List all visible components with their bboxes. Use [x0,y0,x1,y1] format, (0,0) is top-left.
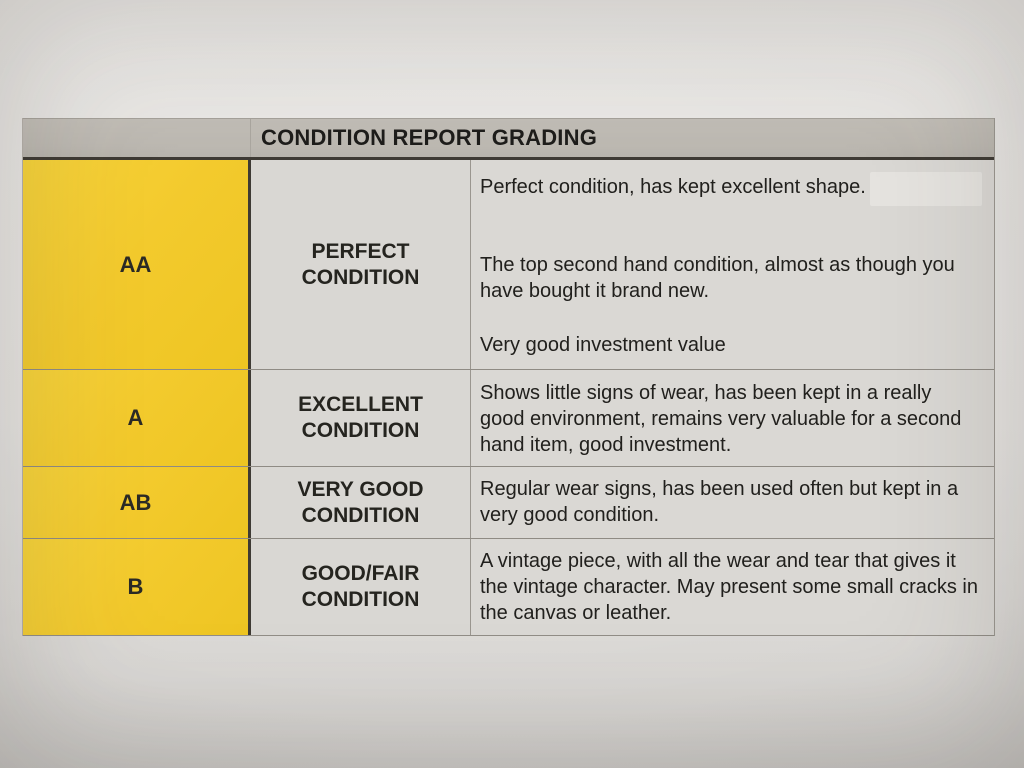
description-paragraph: Perfect condition, has kept excellent sh… [480,176,866,198]
whiteout-patch [870,172,982,206]
description-cell: Shows little signs of wear, has been kep… [471,370,994,466]
grade-code: B [23,539,251,635]
condition-grading-table: CONDITION REPORT GRADING AA PERFECT COND… [22,118,995,636]
description-paragraph: The top second hand condition, almost as… [480,254,955,302]
table-row-aa: AA PERFECT CONDITION Perfect condition, … [23,160,994,370]
description-paragraph: A vintage piece, with all the wear and t… [480,550,978,624]
condition-label: PERFECT CONDITION [251,160,471,369]
table-row-b: B GOOD/FAIR CONDITION A vintage piece, w… [23,539,994,636]
table-header-row: CONDITION REPORT GRADING [23,118,994,160]
description-cell: A vintage piece, with all the wear and t… [471,539,994,635]
condition-label: EXCELLENT CONDITION [251,370,471,466]
table-title: CONDITION REPORT GRADING [261,125,598,150]
header-grade-column-spacer [23,119,251,157]
table-row-ab: AB VERY GOOD CONDITION Regular wear sign… [23,467,994,539]
table-row-a: A EXCELLENT CONDITION Shows little signs… [23,370,994,467]
description-cell: Regular wear signs, has been used often … [471,467,994,538]
condition-label: GOOD/FAIR CONDITION [251,539,471,635]
grade-code: AB [23,467,251,538]
description-cell: Perfect condition, has kept excellent sh… [471,160,994,369]
description-paragraph: Very good investment value [480,334,726,356]
description-paragraph: Shows little signs of wear, has been kep… [480,382,962,456]
description-paragraph: Regular wear signs, has been used often … [480,478,959,526]
grade-code: A [23,370,251,466]
condition-label: VERY GOOD CONDITION [251,467,471,538]
grade-code: AA [23,160,251,369]
